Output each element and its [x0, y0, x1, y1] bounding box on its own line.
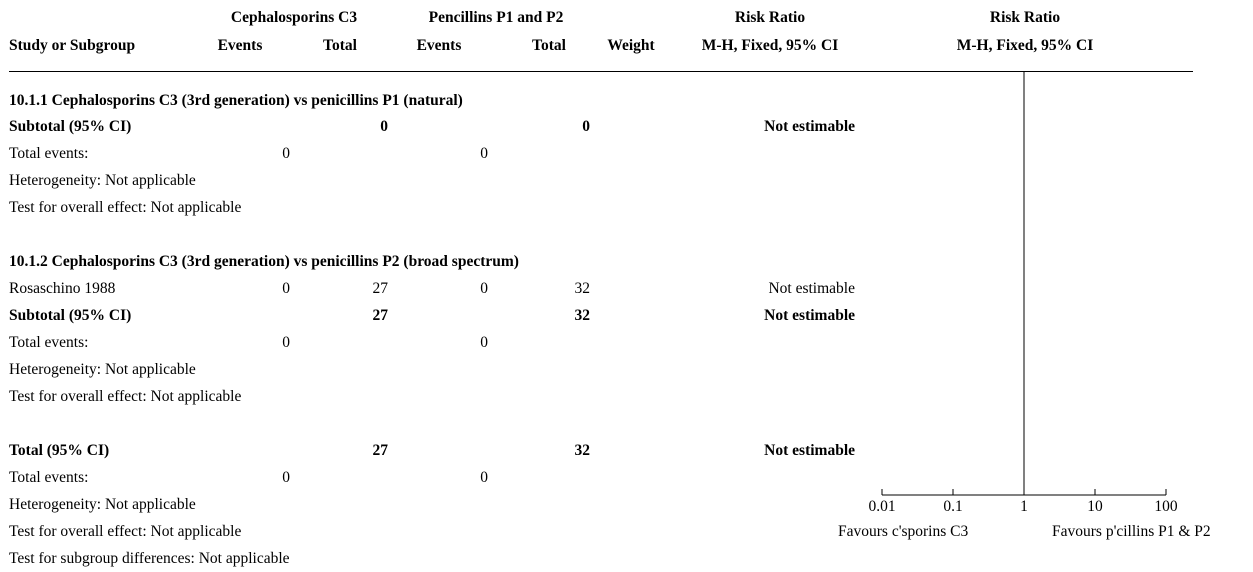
subgroup-2-events-label: Total events: — [9, 334, 89, 351]
total-total2: 32 — [574, 442, 591, 459]
subgroup-1-events1: 0 — [282, 145, 290, 162]
subgroup-2-subtotal-total2: 32 — [574, 307, 591, 324]
total-events2: 0 — [480, 469, 488, 486]
study-row-events2: 0 — [480, 280, 488, 297]
header-rr-left: Risk Ratio — [734, 9, 806, 26]
header-weight: Weight — [607, 37, 655, 54]
subgroup-1-overall-effect: Test for overall effect: Not applicable — [9, 199, 242, 216]
header-rr-right: Risk Ratio — [989, 9, 1061, 26]
subgroup-2-subtotal-estimate: Not estimable — [764, 307, 855, 324]
total-heterogeneity: Heterogeneity: Not applicable — [9, 496, 196, 513]
header-total1: Total — [323, 37, 357, 54]
subgroup-2-events1: 0 — [282, 334, 290, 351]
subgroup-2-heterogeneity: Heterogeneity: Not applicable — [9, 361, 196, 378]
x-tick-label: 10 — [1087, 498, 1103, 515]
total-overall-effect: Test for overall effect: Not applicable — [9, 523, 242, 540]
header-method-right: M-H, Fixed, 95% CI — [956, 37, 1094, 54]
x-tick-label: 1 — [1020, 498, 1028, 515]
header-events1: Events — [217, 37, 263, 54]
subgroup-differences: Test for subgroup differences: Not appli… — [9, 550, 290, 567]
favours-left-label: Favours c'sporins C3 — [838, 523, 969, 540]
header-group2: Pencillins P1 and P2 — [428, 9, 564, 26]
subgroup-1-subtotal-total1: 0 — [380, 118, 388, 135]
header-method-left: M-H, Fixed, 95% CI — [701, 37, 839, 54]
total-estimate: Not estimable — [764, 442, 855, 459]
x-tick-label: 0.1 — [943, 498, 962, 515]
study-row-events1: 0 — [282, 280, 290, 297]
total-events1: 0 — [282, 469, 290, 486]
subgroup-1-subtotal-total2: 0 — [582, 118, 590, 135]
total-label: Total (95% CI) — [9, 442, 110, 459]
subgroup-1-title: 10.1.1 Cephalosporins C3 (3rd generation… — [9, 92, 463, 109]
study-row-total2: 32 — [574, 280, 591, 297]
favours-right-label: Favours p'cillins P1 & P2 — [1052, 523, 1211, 540]
x-tick-label: 0.01 — [868, 498, 895, 515]
subgroup-2-subtotal-total1: 27 — [372, 307, 389, 324]
study-row-total1: 27 — [372, 280, 389, 297]
header-events2: Events — [416, 37, 462, 54]
header-group1: Cephalosporins C3 — [230, 9, 358, 26]
total-total1: 27 — [372, 442, 389, 459]
header-rule — [9, 71, 1193, 72]
subgroup-2-subtotal-label: Subtotal (95% CI) — [9, 307, 132, 324]
header-total2: Total — [532, 37, 566, 54]
subgroup-1-heterogeneity: Heterogeneity: Not applicable — [9, 172, 196, 189]
subgroup-1-subtotal-estimate: Not estimable — [764, 118, 855, 135]
subgroup-2-events2: 0 — [480, 334, 488, 351]
subgroup-1-subtotal-label: Subtotal (95% CI) — [9, 118, 132, 135]
study-row-name: Rosaschino 1988 — [9, 280, 116, 297]
header-study: Study or Subgroup — [9, 37, 136, 54]
study-row-estimate: Not estimable — [768, 280, 855, 297]
subgroup-2-title: 10.1.2 Cephalosporins C3 (3rd generation… — [9, 253, 519, 270]
x-tick-label: 100 — [1154, 498, 1178, 515]
subgroup-2-overall-effect: Test for overall effect: Not applicable — [9, 388, 242, 405]
subgroup-1-events-label: Total events: — [9, 145, 89, 162]
subgroup-1-events2: 0 — [480, 145, 488, 162]
total-events-label: Total events: — [9, 469, 89, 486]
